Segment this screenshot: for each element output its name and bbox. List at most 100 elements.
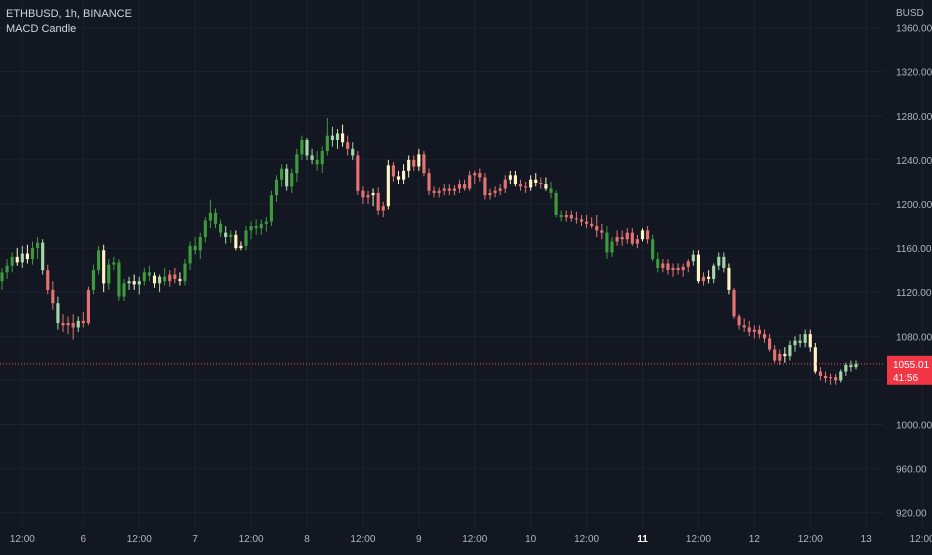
time-axis[interactable]: 12:00 6 12:00 7 12:00 8 12:00 9 12:00 10 12:00 11 12… <box>10 534 932 545</box>
candle-body <box>122 283 126 297</box>
candle-body <box>463 184 467 189</box>
candle <box>722 252 726 273</box>
candle <box>97 245 101 275</box>
candle <box>366 190 370 204</box>
candle <box>640 228 645 242</box>
candle-body <box>417 154 421 167</box>
candle-body <box>234 234 238 249</box>
candle-body <box>391 165 395 177</box>
candle-body <box>239 245 243 249</box>
candle <box>559 210 563 222</box>
candle-body <box>493 190 497 193</box>
symbol-title[interactable]: ETHBUSD, 1h, BINANCE <box>6 8 132 20</box>
candle-body <box>97 250 101 271</box>
candle <box>468 170 472 191</box>
candle <box>757 325 761 339</box>
candle <box>76 316 80 332</box>
candle <box>213 208 218 229</box>
candle <box>407 155 411 178</box>
candle <box>737 314 741 330</box>
candle <box>346 135 350 156</box>
candle-body <box>615 237 619 242</box>
candle-body <box>5 265 9 273</box>
candle-body <box>188 245 192 264</box>
candle-body <box>595 226 599 231</box>
candle-body <box>341 133 345 143</box>
candle-body <box>264 221 268 224</box>
x-tick-label: 12:00 <box>10 534 35 545</box>
candle-body <box>25 253 29 260</box>
candle-body <box>813 347 817 372</box>
candle-body <box>544 184 548 189</box>
candle-body <box>646 230 650 240</box>
candle-body <box>102 250 106 284</box>
candle-body <box>371 192 375 196</box>
candle <box>402 164 406 185</box>
candle-body <box>640 230 645 240</box>
candle-body <box>671 267 675 271</box>
candle-body <box>91 270 96 290</box>
candle-body <box>854 363 858 368</box>
candle <box>61 314 65 332</box>
candle <box>244 226 248 251</box>
candle-body <box>412 159 416 167</box>
x-tick-label: 13 <box>861 534 873 545</box>
candle-body <box>229 234 233 238</box>
candle-body <box>442 188 446 191</box>
candle-body <box>10 256 14 266</box>
candle <box>356 151 360 196</box>
y-tick-label: 1240.00 <box>896 156 932 167</box>
candle <box>432 186 436 198</box>
candle <box>71 314 75 340</box>
y-tick-label: 1200.00 <box>896 200 932 211</box>
last-price-tag: 1055.01 41:56 <box>887 355 932 385</box>
x-tick-label: 12:00 <box>798 534 823 545</box>
candle-body <box>549 188 553 193</box>
candle-body <box>732 289 736 317</box>
candle <box>56 296 60 330</box>
candle <box>132 274 136 290</box>
candle-body <box>808 334 812 348</box>
candle-body <box>529 179 533 188</box>
candle <box>483 173 487 200</box>
price-axis[interactable]: 1360.00 1320.00 1280.00 1240.00 1200.00 1160.… <box>896 24 932 520</box>
candle-body <box>290 173 294 187</box>
candle <box>290 168 294 193</box>
candle <box>224 226 228 244</box>
candle-body <box>625 232 629 240</box>
candle <box>274 175 279 202</box>
candle <box>762 329 767 343</box>
candle-body <box>244 230 248 246</box>
candle-body <box>137 281 141 285</box>
candle-body <box>305 140 309 156</box>
candle <box>315 151 319 171</box>
candle-body <box>620 237 624 240</box>
candle-body <box>518 184 523 187</box>
candle-body <box>752 329 756 332</box>
candle-body <box>320 151 324 165</box>
candle-body <box>524 186 528 188</box>
candle <box>25 244 29 264</box>
candle-body <box>203 220 207 238</box>
indicator-title[interactable]: MACD Candle <box>6 23 77 35</box>
candle <box>834 373 838 385</box>
candle-body <box>569 214 573 219</box>
candle-body <box>773 349 777 361</box>
candle <box>686 259 690 273</box>
candle <box>300 135 304 160</box>
candle-body <box>834 377 838 381</box>
candle-body <box>778 353 782 361</box>
candle <box>203 217 207 243</box>
candle <box>696 250 700 284</box>
candle-body <box>788 345 792 357</box>
candle <box>427 168 431 196</box>
candle-body <box>539 183 543 185</box>
candle-body <box>844 364 848 372</box>
candle-body <box>295 154 299 174</box>
candle-body <box>396 176 401 180</box>
candle <box>122 278 126 301</box>
candle <box>452 185 456 196</box>
candle <box>81 312 85 328</box>
